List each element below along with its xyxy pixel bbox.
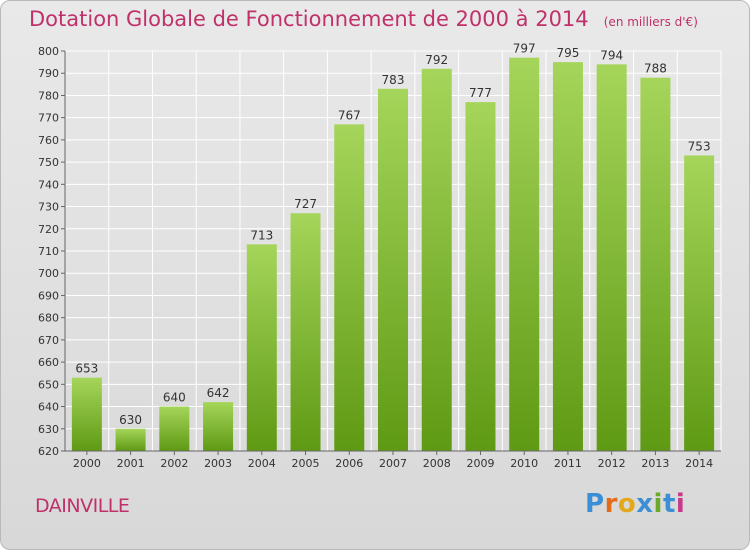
data-label: 783 [382,73,405,87]
brand-logo-letter: i [653,489,663,519]
y-tick-label: 690 [38,289,59,302]
y-tick-label: 700 [38,267,59,280]
y-tick-label: 740 [38,178,59,191]
x-tick-label: 2003 [204,457,232,470]
y-tick-label: 660 [38,356,59,369]
bar [115,428,146,451]
y-tick-label: 670 [38,334,59,347]
commune-name: DAINVILLE [35,495,130,517]
data-label: 767 [338,108,361,122]
x-tick-label: 2009 [466,457,494,470]
x-tick-label: 2012 [598,457,626,470]
bar [290,213,321,451]
brand-logo-letter: i [675,489,686,519]
x-tick-label: 2007 [379,457,407,470]
bar [71,377,102,451]
bars [71,57,715,452]
x-tick-label: 2008 [423,457,451,470]
data-label: 795 [556,46,579,60]
bar [378,88,408,452]
y-tick-label: 720 [38,223,59,236]
chart-unit: (en milliers d'€) [603,15,698,29]
y-tick-label: 780 [38,89,59,102]
y-tick-label: 630 [38,423,59,436]
x-tick-label: 2000 [73,457,101,470]
x-tick-label: 2001 [117,457,145,470]
data-label: 653 [75,362,98,376]
data-label: 794 [600,48,623,62]
brand-logo-letter: P [585,489,605,519]
x-tick-label: 2005 [292,457,320,470]
brand-logo-letter: o [617,489,637,519]
y-tick-label: 710 [38,245,59,258]
y-tick-label: 650 [38,378,59,391]
data-label: 727 [294,197,317,211]
bar [509,57,540,452]
brand-logo-letter: r [604,489,618,519]
x-tick-label: 2002 [160,457,188,470]
y-tick-label: 680 [38,312,59,325]
y-tick-label: 640 [38,401,59,414]
data-label: 792 [425,53,448,67]
x-tick-label: 2014 [685,457,713,470]
title-block: Dotation Globale de Fonctionnement de 20… [29,7,698,31]
bar [246,244,277,451]
data-label: 788 [644,62,667,76]
y-tick-label: 800 [38,45,59,58]
data-label: 640 [163,391,186,405]
bar [640,77,671,452]
data-label: 713 [250,228,273,242]
x-tick-label: 2010 [510,457,538,470]
y-tick-label: 750 [38,156,59,169]
data-labels: 653 630 640 642 713 727 767 783 792 777 797 795 794 7… [75,42,710,427]
y-tick-label: 770 [38,112,59,125]
y-tick-label: 730 [38,201,59,214]
y-tick-label: 620 [38,445,59,458]
bar [203,402,234,451]
chart-title: Dotation Globale de Fonctionnement de 20… [29,7,589,31]
brand-logo[interactable]: Proxiti [585,489,685,519]
data-label: 642 [207,386,230,400]
bar [596,64,627,452]
bar [552,62,583,451]
brand-logo-letter: x [636,489,654,519]
data-label: 753 [688,139,711,153]
brand-logo-letter: t [662,489,676,519]
data-label: 797 [513,42,536,56]
bar [421,68,452,452]
x-tick-label: 2006 [335,457,363,470]
x-tick-label: 2013 [641,457,669,470]
bar [465,102,496,451]
y-tick-label: 760 [38,134,59,147]
data-label: 777 [469,86,492,100]
bar [159,406,190,451]
y-tick-label: 790 [38,67,59,80]
x-tick-label: 2011 [554,457,582,470]
axes: 620 630 640 650 660 670 680 690 700 710 720 730 740 7… [38,45,721,470]
x-tick-label: 2004 [248,457,276,470]
data-label: 630 [119,413,142,427]
bar [334,124,365,451]
bar [684,155,715,451]
